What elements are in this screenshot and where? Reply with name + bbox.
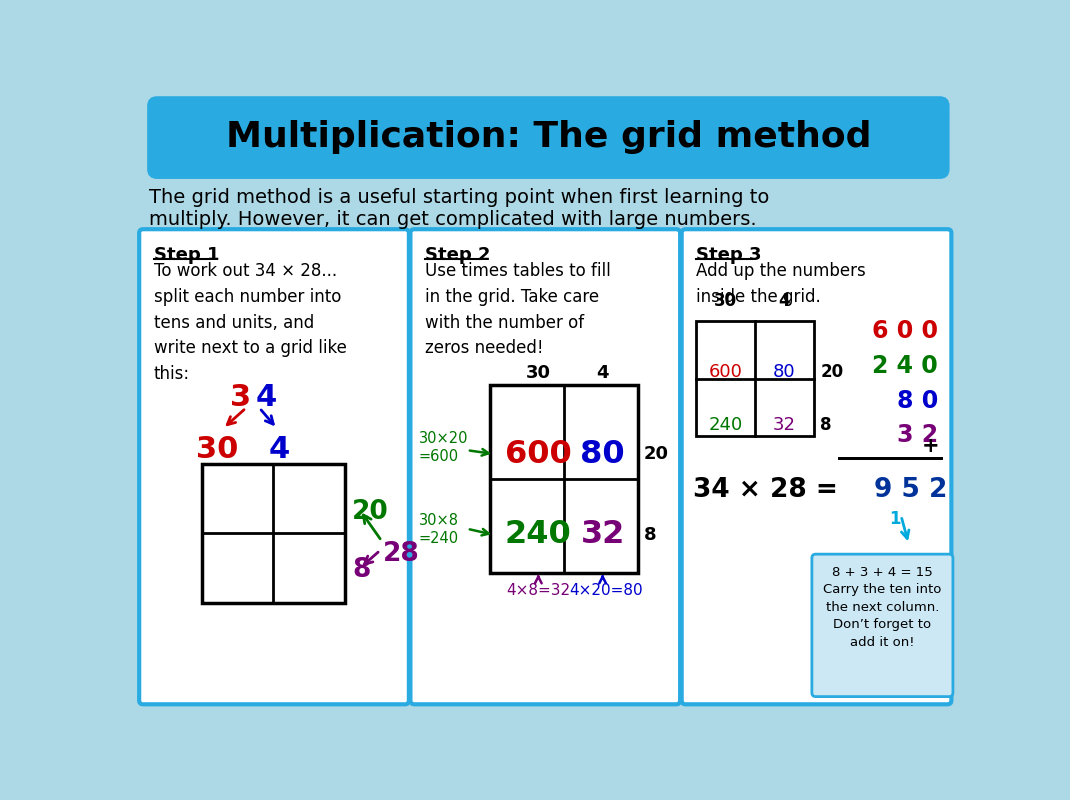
- FancyBboxPatch shape: [139, 230, 409, 704]
- Text: 240: 240: [708, 416, 743, 434]
- Text: =240: =240: [419, 531, 459, 546]
- Text: 600: 600: [708, 362, 743, 381]
- Text: 8: 8: [821, 416, 831, 434]
- Text: 8: 8: [644, 526, 656, 544]
- Text: 600: 600: [505, 438, 571, 470]
- Text: Step 2: Step 2: [425, 246, 491, 264]
- Text: 80: 80: [580, 438, 625, 470]
- Text: 2 4 0: 2 4 0: [872, 354, 938, 378]
- Text: 20: 20: [821, 362, 843, 381]
- Text: Step 1: Step 1: [154, 246, 219, 264]
- Text: Step 3: Step 3: [697, 246, 762, 264]
- FancyBboxPatch shape: [682, 230, 951, 704]
- FancyBboxPatch shape: [149, 98, 948, 177]
- Text: 240: 240: [505, 519, 571, 550]
- Text: Multiplication: The grid method: Multiplication: The grid method: [226, 120, 871, 154]
- Text: 32: 32: [580, 519, 625, 550]
- Text: 20: 20: [352, 499, 389, 525]
- Text: The grid method is a useful starting point when first learning to: The grid method is a useful starting poi…: [149, 188, 769, 207]
- Text: 30: 30: [714, 292, 737, 310]
- Text: 6 0 0: 6 0 0: [872, 319, 938, 343]
- Text: 30×20: 30×20: [419, 431, 469, 446]
- Text: 8 + 3 + 4 = 15
Carry the ten into
the next column.
Don’t forget to
add it on!: 8 + 3 + 4 = 15 Carry the ten into the ne…: [823, 566, 942, 649]
- Text: 30×8: 30×8: [419, 514, 459, 528]
- Text: 4: 4: [269, 435, 290, 464]
- Text: 4×8=32: 4×8=32: [506, 582, 570, 598]
- Text: 32: 32: [773, 416, 796, 434]
- Bar: [696, 321, 814, 436]
- Text: 4: 4: [779, 292, 790, 310]
- Text: 28: 28: [383, 541, 421, 567]
- Text: Add up the numbers
inside the grid.: Add up the numbers inside the grid.: [697, 262, 866, 306]
- FancyBboxPatch shape: [812, 554, 953, 697]
- Text: 20: 20: [644, 445, 669, 463]
- Text: =600: =600: [419, 449, 459, 464]
- Text: Use times tables to fill
in the grid. Take care
with the number of
zeros needed!: Use times tables to fill in the grid. Ta…: [425, 262, 611, 358]
- Text: To work out 34 × 28...
split each number into
tens and units, and
write next to : To work out 34 × 28... split each number…: [154, 262, 347, 383]
- Text: 30: 30: [525, 365, 551, 382]
- Text: multiply. However, it can get complicated with large numbers.: multiply. However, it can get complicate…: [149, 210, 756, 229]
- FancyBboxPatch shape: [411, 230, 681, 704]
- Text: 4: 4: [256, 383, 277, 412]
- Text: 4: 4: [596, 365, 609, 382]
- Bar: [490, 385, 638, 574]
- Bar: [202, 464, 345, 602]
- Text: 8 0: 8 0: [897, 389, 938, 413]
- Text: 3 2: 3 2: [897, 423, 938, 447]
- Text: 4×20=80: 4×20=80: [569, 582, 643, 598]
- Text: 3: 3: [230, 383, 251, 412]
- Text: 9 5 2: 9 5 2: [874, 477, 947, 503]
- Text: 30: 30: [196, 435, 239, 464]
- Text: 80: 80: [773, 362, 796, 381]
- Text: +: +: [922, 436, 939, 456]
- Text: 8: 8: [352, 557, 370, 582]
- Text: 34 × 28 =: 34 × 28 =: [693, 477, 838, 503]
- Text: 1: 1: [889, 510, 901, 528]
